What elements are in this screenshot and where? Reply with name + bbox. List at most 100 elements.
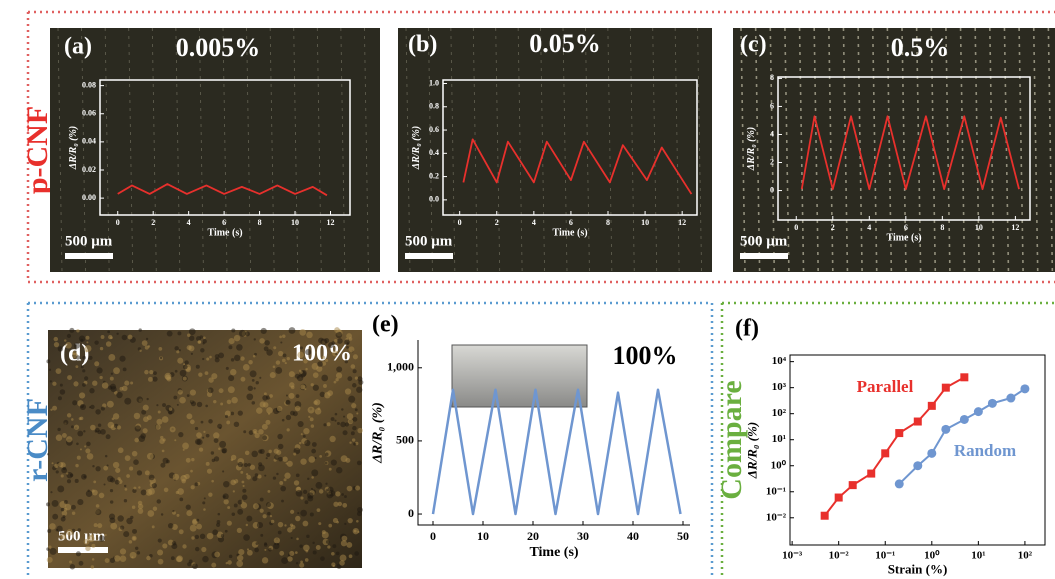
texture (286, 356, 290, 361)
texture (51, 499, 59, 507)
texture (312, 550, 317, 555)
texture (295, 473, 300, 478)
axis-frame (99, 79, 351, 216)
texture (279, 550, 285, 556)
panel-label: (e) (372, 312, 399, 338)
texture (51, 462, 54, 465)
scale-bar (405, 253, 453, 259)
y-tick-label: 0 (770, 185, 774, 194)
texture (142, 404, 149, 411)
texture (290, 509, 295, 514)
texture (268, 449, 272, 454)
x-tick-label: 4 (867, 223, 871, 232)
texture (83, 475, 87, 479)
texture (138, 328, 142, 332)
texture (200, 420, 204, 424)
texture (104, 454, 108, 458)
texture (299, 370, 303, 374)
texture (341, 493, 344, 496)
x-axis-label: Time (s) (886, 233, 921, 244)
texture (256, 522, 264, 529)
texture (350, 364, 356, 369)
texture (341, 535, 348, 542)
texture (190, 352, 193, 355)
texture (202, 555, 209, 563)
texture (100, 429, 106, 435)
texture (73, 342, 80, 349)
texture (195, 364, 200, 369)
texture (117, 447, 124, 454)
x-tick-label: 4 (532, 218, 536, 227)
texture (320, 338, 328, 346)
fiber-streak (340, 27, 346, 273)
texture (119, 548, 127, 555)
texture (186, 413, 193, 420)
texture (72, 350, 77, 356)
texture (57, 396, 62, 401)
texture (277, 433, 283, 440)
texture (289, 550, 295, 556)
texture (277, 530, 282, 535)
texture (71, 504, 76, 510)
texture (282, 334, 286, 338)
texture (106, 400, 114, 408)
texture (336, 422, 340, 426)
fiber-streak (784, 27, 790, 273)
texture (148, 488, 155, 495)
x-tick-label: 30 (577, 529, 589, 543)
texture (232, 490, 235, 493)
texture (336, 467, 343, 474)
scale-bar-label: 500 μm (740, 233, 788, 249)
texture (148, 474, 155, 481)
texture (246, 548, 250, 551)
scale-bar (740, 253, 788, 259)
texture (319, 391, 326, 398)
texture (349, 441, 352, 444)
texture (282, 456, 288, 462)
texture (192, 563, 198, 570)
x-tick-label: 2 (831, 223, 835, 232)
texture (69, 564, 76, 570)
texture (335, 352, 338, 356)
texture (311, 362, 319, 370)
texture (112, 413, 120, 420)
y-tick-label: 0.8 (429, 102, 439, 111)
texture (242, 488, 247, 493)
texture (300, 509, 307, 517)
texture (187, 562, 192, 567)
texture (160, 435, 164, 440)
texture (161, 449, 165, 453)
texture (357, 506, 363, 513)
texture (173, 395, 178, 400)
texture (281, 418, 285, 422)
texture (220, 402, 224, 406)
y-tick-label: 10³ (772, 381, 787, 393)
fiber-streak (945, 27, 951, 273)
fiber-streak (607, 27, 613, 273)
texture (75, 463, 79, 468)
texture (177, 331, 182, 336)
texture (247, 463, 251, 467)
texture (308, 415, 311, 418)
texture (213, 399, 217, 404)
texture (303, 544, 310, 552)
texture (114, 555, 121, 562)
texture (160, 513, 164, 516)
texture (94, 340, 99, 345)
texture (240, 356, 245, 361)
texture (126, 517, 133, 525)
fiber-streak (697, 27, 702, 273)
texture (134, 425, 141, 432)
texture (121, 385, 128, 392)
texture (73, 424, 80, 430)
texture (243, 534, 250, 541)
texture (172, 510, 175, 513)
texture (344, 522, 347, 526)
texture (223, 499, 229, 505)
texture (54, 463, 59, 468)
scale-bar (58, 547, 108, 553)
texture (275, 360, 281, 365)
texture (216, 519, 221, 524)
fiber-streak (316, 27, 322, 273)
